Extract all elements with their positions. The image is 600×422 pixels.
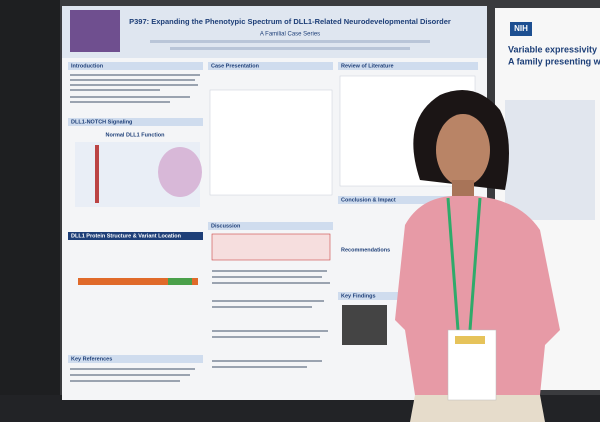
callout-box (211, 233, 331, 261)
section-heading: DLL1-NOTCH Signaling (71, 119, 132, 125)
section-bar (338, 62, 478, 70)
section-bar (338, 196, 478, 204)
case-table (209, 89, 333, 196)
logo (70, 10, 120, 52)
text-block (505, 100, 595, 220)
text-block (70, 368, 195, 382)
poster-subtitle: A Familial Case Series (260, 32, 320, 38)
face (436, 114, 490, 186)
text-block (70, 74, 200, 103)
section-bar (68, 118, 203, 126)
affiliation-line (170, 47, 410, 50)
section-bar (338, 292, 428, 300)
section-heading: Introduction (71, 63, 104, 69)
section-heading: Review of Literature (341, 63, 394, 69)
section-bar (68, 62, 203, 70)
section-bar (68, 355, 203, 363)
left-board (0, 0, 60, 422)
nih-logo (510, 22, 532, 36)
logo-text: NIH (514, 24, 528, 33)
side-title: Variable expressivity (508, 44, 597, 54)
section-heading: Key Findings (341, 293, 376, 299)
figure-title: Normal DLL1 Function (106, 132, 166, 138)
author-line (150, 40, 430, 43)
section-bar (68, 232, 203, 240)
protein-domain (168, 278, 192, 285)
badge-stripe (455, 336, 485, 344)
trousers (410, 395, 545, 422)
top (395, 196, 560, 395)
section-heading: Discussion (211, 223, 241, 229)
section-heading: Case Presentation (211, 63, 260, 69)
section-heading: Key References (71, 356, 112, 362)
section-heading: Conclusion & Impact (341, 197, 396, 203)
section-heading: DLL1 Protein Structure & Variant Locatio… (71, 233, 182, 239)
text-block (212, 270, 330, 368)
membrane (95, 145, 99, 203)
side-title: A family presenting w (508, 56, 600, 66)
section-bar (208, 62, 333, 70)
section-heading: Recommendations (341, 247, 390, 253)
mri-image (342, 305, 387, 345)
lanyard (446, 197, 482, 331)
protein-bar (78, 278, 198, 285)
section-bar (208, 222, 333, 230)
cell-nucleus (158, 147, 202, 197)
poster-title: P397: Expanding the Phenotypic Spectrum … (129, 17, 451, 26)
